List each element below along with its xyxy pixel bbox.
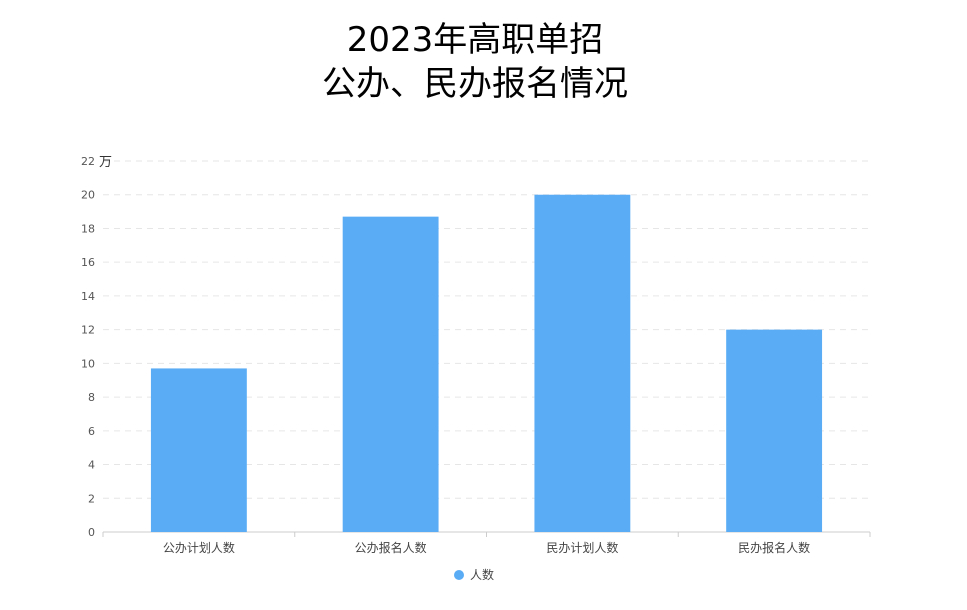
y-tick-label: 10 — [81, 357, 95, 370]
x-category-label: 民办计划人数 — [546, 540, 618, 555]
x-category-label: 公办报名人数 — [355, 540, 427, 555]
y-tick-label: 20 — [81, 189, 95, 202]
chart-title-line-1: 2023年高职单招 — [346, 20, 604, 60]
y-tick-label: 6 — [88, 425, 95, 438]
bar-2[interactable] — [342, 216, 439, 532]
legend-marker[interactable] — [454, 570, 464, 580]
bar-1[interactable] — [150, 368, 247, 532]
y-tick-label: 0 — [88, 526, 95, 539]
y-tick-label: 4 — [88, 459, 95, 472]
y-axis-unit: 万 — [99, 155, 112, 170]
chart-title-line-2: 公办、民办报名情况 — [322, 64, 628, 104]
legend[interactable]: 人数 — [454, 567, 494, 582]
x-category-label: 公办计划人数 — [163, 540, 235, 555]
axes — [102, 531, 871, 537]
legend-label[interactable]: 人数 — [470, 567, 494, 582]
y-tick-label: 14 — [81, 290, 95, 303]
y-tick-label: 8 — [88, 391, 95, 404]
y-tick-label: 2 — [88, 492, 95, 505]
y-tick-label: 16 — [81, 256, 95, 269]
bar-4[interactable] — [726, 329, 823, 532]
y-tick-label: 12 — [81, 324, 95, 337]
bar-3[interactable] — [534, 194, 631, 532]
bars — [150, 194, 823, 532]
x-category-label: 民办报名人数 — [738, 540, 810, 555]
chart-title: 2023年高职单招 公办、民办报名情况 — [0, 18, 950, 106]
y-tick-label: 18 — [81, 222, 95, 235]
y-tick-label: 22 — [81, 155, 95, 168]
